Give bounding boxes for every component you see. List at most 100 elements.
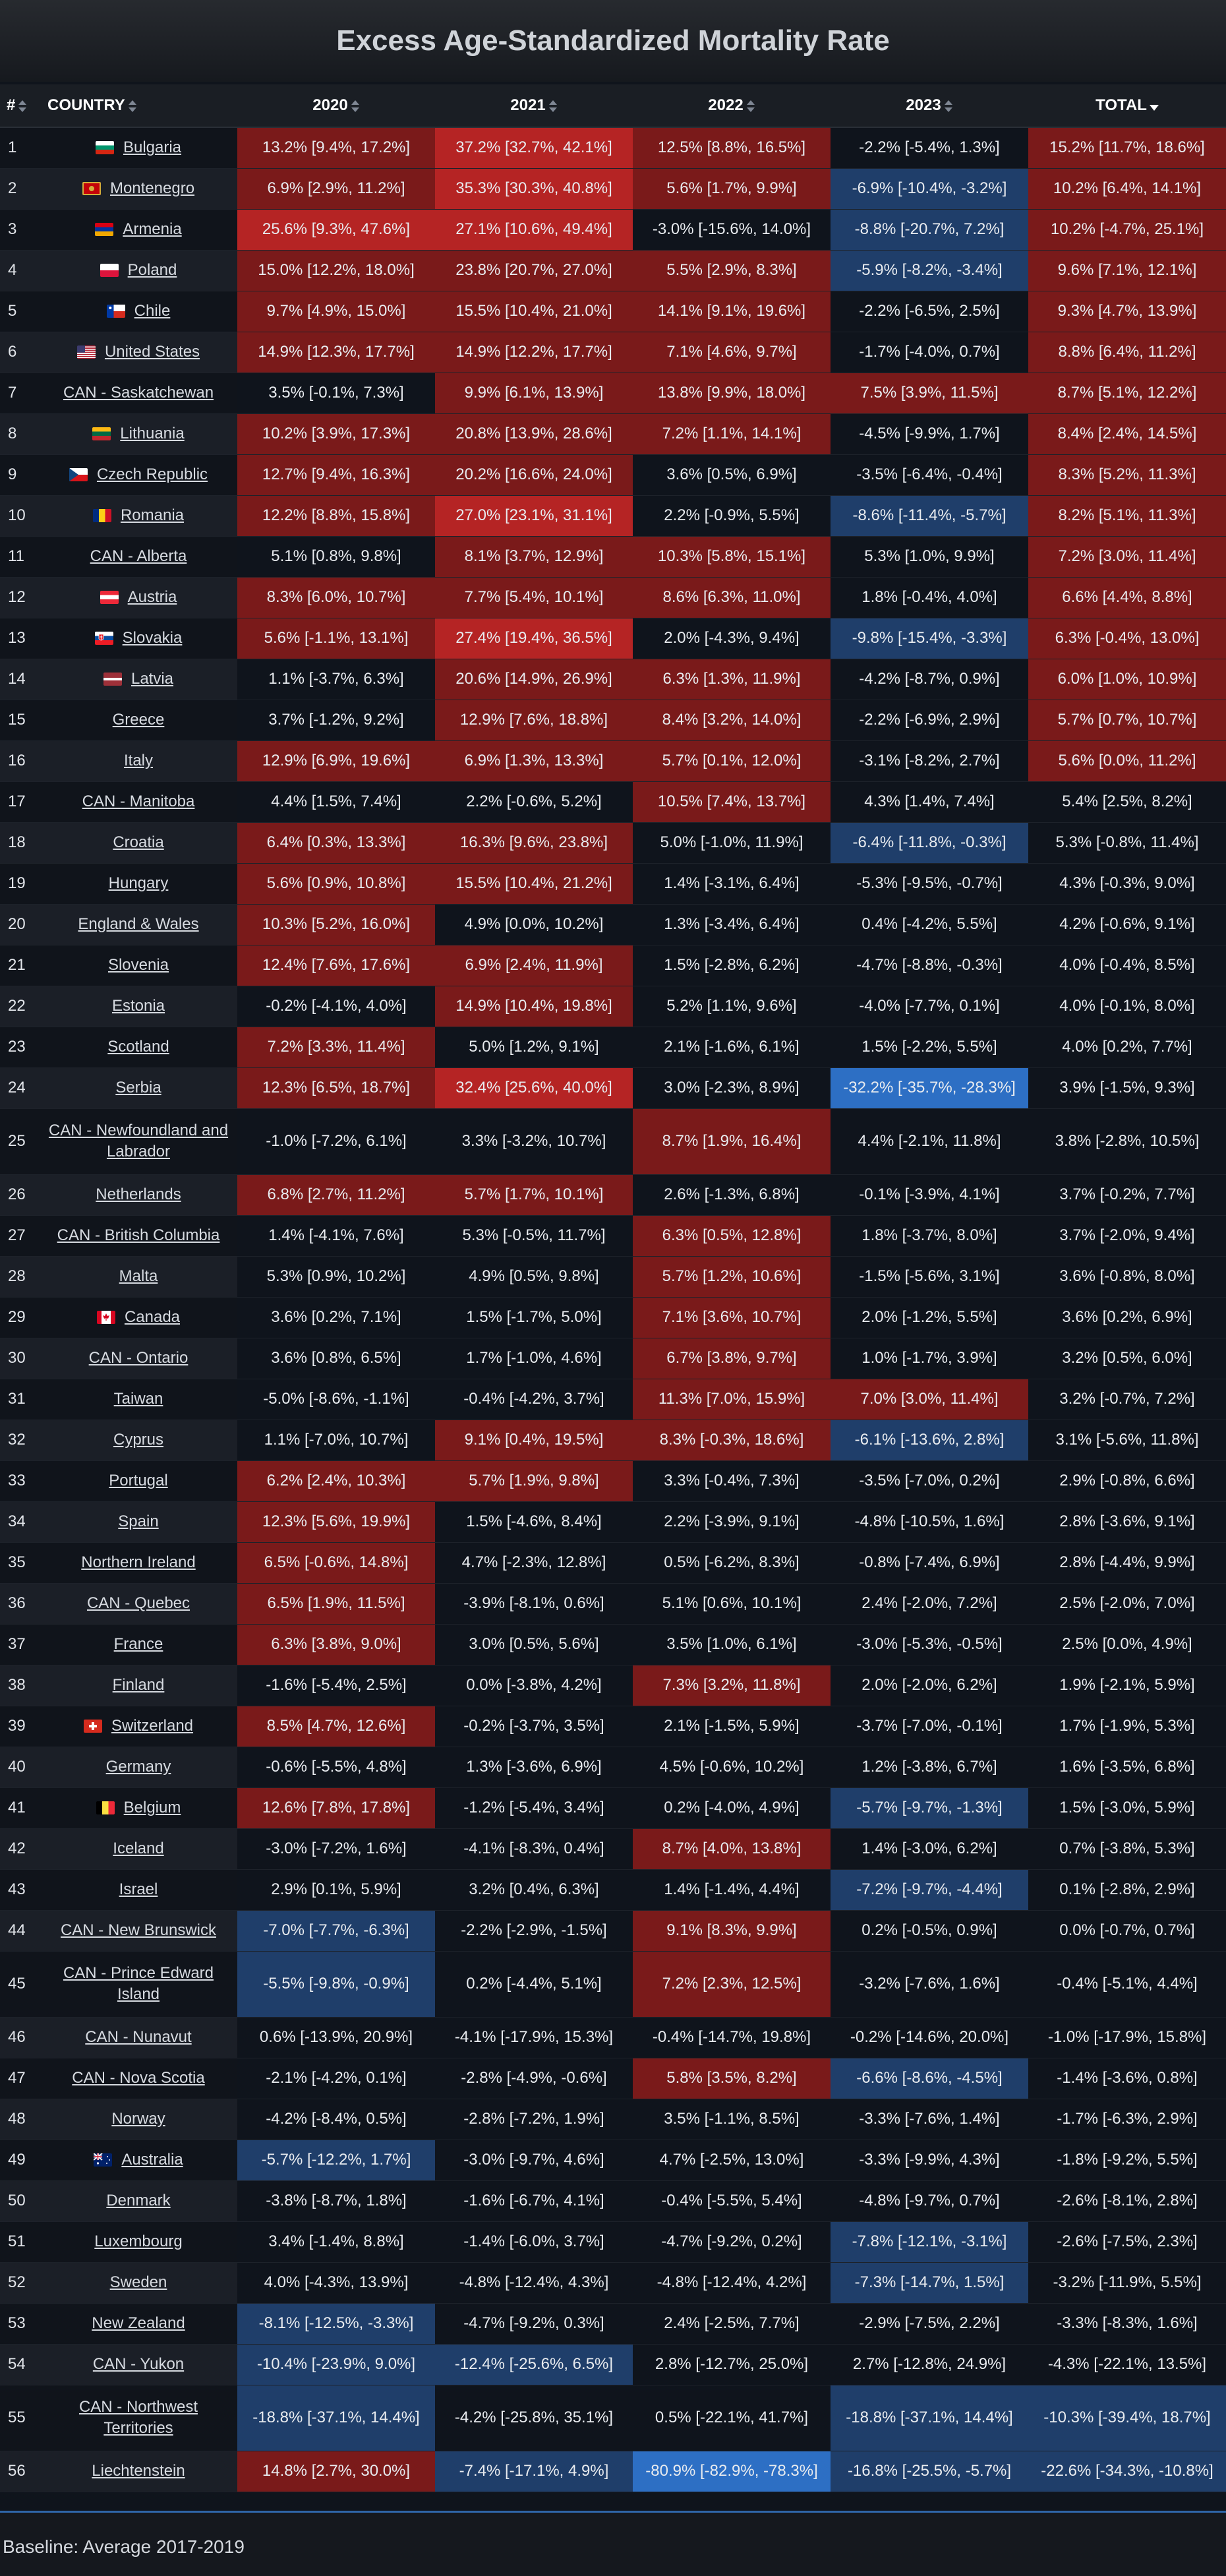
country-link[interactable]: Cyprus: [113, 1431, 164, 1449]
country-cell: Canada: [40, 1297, 237, 1338]
table-row: 23 Scotland 7.2% [3.3%, 11.4%] 5.0% [1.2%, …: [0, 1027, 1226, 1068]
country-link[interactable]: Hungary: [108, 874, 169, 892]
country-link[interactable]: Austria: [127, 588, 177, 606]
value-2021-cell: 5.3% [-0.5%, 11.7%]: [435, 1215, 633, 1257]
country-link[interactable]: New Zealand: [92, 2314, 185, 2332]
table-row: 51 Luxembourg 3.4% [-1.4%, 8.8%] -1.4% [-6.…: [0, 2221, 1226, 2263]
value-2020-cell: 4.4% [1.5%, 7.4%]: [237, 781, 435, 823]
country-link[interactable]: CAN - Manitoba: [82, 793, 195, 810]
country-link[interactable]: Croatia: [113, 833, 164, 851]
country-link[interactable]: Serbia: [115, 1079, 161, 1096]
country-link[interactable]: Slovenia: [107, 956, 169, 974]
country-link[interactable]: United States: [104, 343, 200, 361]
country-link[interactable]: Spain: [118, 1513, 159, 1530]
country-link[interactable]: Taiwan: [113, 1390, 163, 1408]
sort-icon: [18, 100, 27, 113]
value-total-cell: 8.8% [6.4%, 11.2%]: [1028, 332, 1226, 373]
country-link[interactable]: CAN - British Columbia: [57, 1226, 220, 1244]
country-cell: CAN - Yukon: [40, 2344, 237, 2385]
country-link[interactable]: Denmark: [106, 2192, 171, 2209]
country-link[interactable]: Romania: [120, 506, 185, 524]
value-2023-cell: 4.3% [1.4%, 7.4%]: [831, 781, 1028, 823]
country-link[interactable]: Malta: [119, 1267, 158, 1285]
country-link[interactable]: Germany: [105, 1758, 171, 1776]
country-link[interactable]: France: [113, 1635, 163, 1653]
column-header-total[interactable]: TOTAL: [1028, 84, 1226, 128]
country-link[interactable]: Lithuania: [120, 425, 185, 442]
ch-flag-icon: [83, 1720, 102, 1733]
table-row: 19 Hungary 5.6% [0.9%, 10.8%] 15.5% [10.4%,…: [0, 863, 1226, 905]
country-link[interactable]: Norway: [111, 2110, 165, 2128]
country-link[interactable]: CAN - Yukon: [92, 2355, 185, 2373]
country-link[interactable]: CAN - Nunavut: [85, 2028, 192, 2046]
column-header-rank[interactable]: #: [0, 84, 40, 128]
value-2021-cell: 2.2% [-0.6%, 5.2%]: [435, 781, 633, 823]
value-total-cell: -2.6% [-7.5%, 2.3%]: [1028, 2221, 1226, 2263]
country-link[interactable]: England & Wales: [78, 915, 199, 933]
country-link[interactable]: CAN - Prince Edward Island: [63, 1964, 214, 2003]
value-total-cell: 4.0% [0.2%, 7.7%]: [1028, 1027, 1226, 1068]
country-link[interactable]: CAN - Alberta: [90, 547, 187, 565]
country-link[interactable]: Chile: [134, 302, 171, 320]
country-link[interactable]: CAN - New Brunswick: [60, 1921, 217, 1939]
country-link[interactable]: Portugal: [109, 1472, 168, 1489]
country-link[interactable]: Northern Ireland: [81, 1553, 196, 1571]
country-link[interactable]: Israel: [119, 1880, 158, 1898]
country-link[interactable]: CAN - Newfoundland and Labrador: [48, 1122, 229, 1160]
country-link[interactable]: CAN - Ontario: [88, 1349, 189, 1367]
column-header-2020[interactable]: 2020: [237, 84, 435, 128]
country-link[interactable]: Armenia: [123, 220, 182, 238]
country-link[interactable]: Liechtenstein: [92, 2462, 185, 2480]
country-link[interactable]: CAN - Quebec: [86, 1594, 190, 1612]
country-link[interactable]: Italy: [123, 752, 153, 769]
value-total-cell: -22.6% [-34.3%, -10.8%]: [1028, 2451, 1226, 2492]
country-link[interactable]: Slovakia: [122, 629, 183, 647]
country-link[interactable]: Latvia: [131, 670, 174, 688]
country-link[interactable]: Netherlands: [96, 1185, 181, 1203]
value-2023-cell: 1.5% [-2.2%, 5.5%]: [831, 1027, 1028, 1068]
country-link[interactable]: Montenegro: [109, 179, 195, 197]
country-link[interactable]: Luxembourg: [94, 2232, 183, 2250]
country-link[interactable]: CAN - Nova Scotia: [72, 2069, 205, 2087]
value-2021-cell: 1.7% [-1.0%, 4.6%]: [435, 1338, 633, 1379]
country-link[interactable]: Finland: [112, 1676, 165, 1694]
country-link[interactable]: Poland: [127, 261, 177, 279]
rank-cell: 26: [0, 1174, 40, 1216]
value-total-cell: 4.3% [-0.3%, 9.0%]: [1028, 863, 1226, 905]
country-link[interactable]: Australia: [121, 2151, 183, 2169]
country-link[interactable]: Iceland: [113, 1840, 164, 1857]
value-total-cell: 2.9% [-0.8%, 6.6%]: [1028, 1460, 1226, 1502]
value-2021-cell: 12.9% [7.6%, 18.8%]: [435, 700, 633, 741]
value-total-cell: 9.6% [7.1%, 12.1%]: [1028, 250, 1226, 291]
country-link[interactable]: Czech Republic: [96, 465, 208, 483]
column-header-country[interactable]: COUNTRY: [40, 84, 237, 128]
value-2021-cell: 16.3% [9.6%, 23.8%]: [435, 822, 633, 864]
column-header-2021[interactable]: 2021: [435, 84, 633, 128]
country-link[interactable]: Scotland: [107, 1038, 169, 1056]
country-link[interactable]: Estonia: [111, 997, 165, 1015]
country-link[interactable]: Switzerland: [111, 1717, 194, 1735]
country-link[interactable]: CAN - Saskatchewan: [63, 384, 214, 402]
country-link[interactable]: Greece: [112, 711, 165, 729]
country-link[interactable]: Bulgaria: [123, 138, 182, 157]
sort-icon: [548, 100, 558, 113]
rank-cell: 30: [0, 1338, 40, 1379]
rank-cell: 37: [0, 1624, 40, 1665]
value-2023-cell: -18.8% [-37.1%, 14.4%]: [831, 2385, 1028, 2451]
country-link[interactable]: Sweden: [109, 2273, 167, 2291]
column-header-2023[interactable]: 2023: [831, 84, 1028, 128]
column-header-2022[interactable]: 2022: [633, 84, 831, 128]
rank-cell: 46: [0, 2017, 40, 2058]
country-link[interactable]: Canada: [124, 1308, 181, 1326]
value-2020-cell: -4.2% [-8.4%, 0.5%]: [237, 2099, 435, 2140]
value-2021-cell: -0.4% [-4.2%, 3.7%]: [435, 1379, 633, 1420]
value-2021-cell: 3.2% [0.4%, 6.3%]: [435, 1869, 633, 1911]
table-row: 42 Iceland -3.0% [-7.2%, 1.6%] -4.1% [-8.3%…: [0, 1828, 1226, 1870]
country-cell: New Zealand: [40, 2303, 237, 2345]
table-row: 8 Lithuania 10.2% [3.9%, 17.3%] 20.8% [13.9…: [0, 413, 1226, 455]
country-link[interactable]: Belgium: [123, 1799, 181, 1816]
table-row: 32 Cyprus 1.1% [-7.0%, 10.7%] 9.1% [0.4%, 1…: [0, 1420, 1226, 1461]
country-link[interactable]: CAN - Northwest Territories: [78, 2398, 198, 2437]
rank-cell: 17: [0, 781, 40, 823]
bg-flag-icon: [95, 141, 114, 155]
